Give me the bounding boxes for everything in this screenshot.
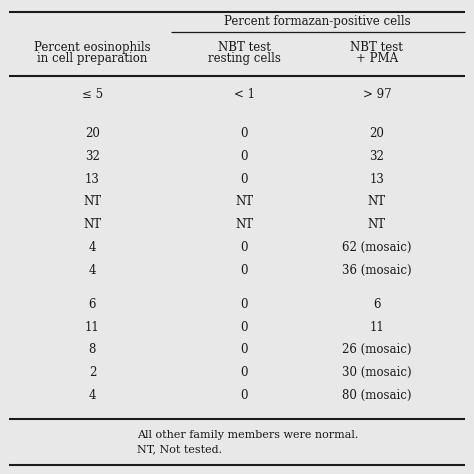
Text: in cell preparation: in cell preparation: [37, 52, 147, 65]
Text: 13: 13: [85, 173, 100, 186]
Text: NBT test: NBT test: [350, 41, 403, 54]
Text: 30 (mosaic): 30 (mosaic): [342, 366, 411, 379]
Text: Percent eosinophils: Percent eosinophils: [34, 41, 151, 54]
Text: 0: 0: [240, 150, 248, 163]
Text: NT: NT: [83, 195, 101, 209]
Text: 20: 20: [85, 127, 100, 140]
Text: 11: 11: [369, 320, 384, 334]
Text: resting cells: resting cells: [208, 52, 281, 65]
Text: 80 (mosaic): 80 (mosaic): [342, 389, 411, 402]
Text: 4: 4: [89, 241, 96, 254]
Text: 8: 8: [89, 343, 96, 356]
Text: 6: 6: [89, 298, 96, 311]
Text: NT: NT: [368, 218, 386, 231]
Text: > 97: > 97: [363, 88, 391, 101]
Text: 4: 4: [89, 389, 96, 402]
Text: < 1: < 1: [234, 88, 255, 101]
Text: NT: NT: [235, 218, 253, 231]
Text: NT: NT: [235, 195, 253, 209]
Text: 0: 0: [240, 320, 248, 334]
Text: ≤ 5: ≤ 5: [82, 88, 103, 101]
Text: Percent formazan-positive cells: Percent formazan-positive cells: [224, 15, 411, 28]
Text: 13: 13: [369, 173, 384, 186]
Text: + PMA: + PMA: [356, 52, 398, 65]
Text: 0: 0: [240, 343, 248, 356]
Text: 36 (mosaic): 36 (mosaic): [342, 264, 411, 277]
Text: 32: 32: [369, 150, 384, 163]
Text: 26 (mosaic): 26 (mosaic): [342, 343, 411, 356]
Text: 11: 11: [85, 320, 100, 334]
Text: 0: 0: [240, 173, 248, 186]
Text: 32: 32: [85, 150, 100, 163]
Text: NBT test: NBT test: [218, 41, 271, 54]
Text: 0: 0: [240, 298, 248, 311]
Text: 0: 0: [240, 127, 248, 140]
Text: 2: 2: [89, 366, 96, 379]
Text: NT: NT: [83, 218, 101, 231]
Text: NT: NT: [368, 195, 386, 209]
Text: 6: 6: [373, 298, 381, 311]
Text: NT, Not tested.: NT, Not tested.: [137, 444, 223, 455]
Text: 62 (mosaic): 62 (mosaic): [342, 241, 411, 254]
Text: 0: 0: [240, 241, 248, 254]
Text: 0: 0: [240, 389, 248, 402]
Text: 4: 4: [89, 264, 96, 277]
Text: 20: 20: [369, 127, 384, 140]
Text: 0: 0: [240, 264, 248, 277]
Text: All other family members were normal.: All other family members were normal.: [137, 430, 359, 440]
Text: 0: 0: [240, 366, 248, 379]
